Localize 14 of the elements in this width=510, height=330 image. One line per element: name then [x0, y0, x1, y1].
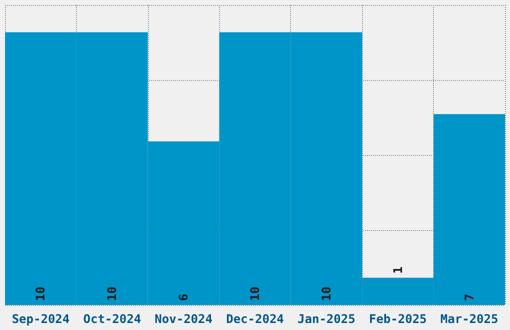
data-label: 1: [390, 266, 405, 274]
data-label: 10: [34, 286, 48, 301]
data-label: 10: [319, 286, 334, 301]
x-tick-label: Oct-2024: [83, 312, 142, 326]
data-label: 10: [105, 286, 120, 301]
x-tick-label: Jan-2025: [298, 312, 356, 326]
x-tick-label: Sep-2024: [12, 312, 70, 326]
x-tick-label: Mar-2025: [440, 312, 498, 326]
x-tick-label: Dec-2024: [226, 312, 284, 326]
data-label: 10: [248, 286, 262, 301]
data-label: 7: [462, 294, 476, 301]
x-tick-label: Feb-2025: [368, 312, 427, 326]
x-tick-label: Nov-2024: [154, 312, 212, 326]
data-label: 6: [176, 294, 191, 301]
